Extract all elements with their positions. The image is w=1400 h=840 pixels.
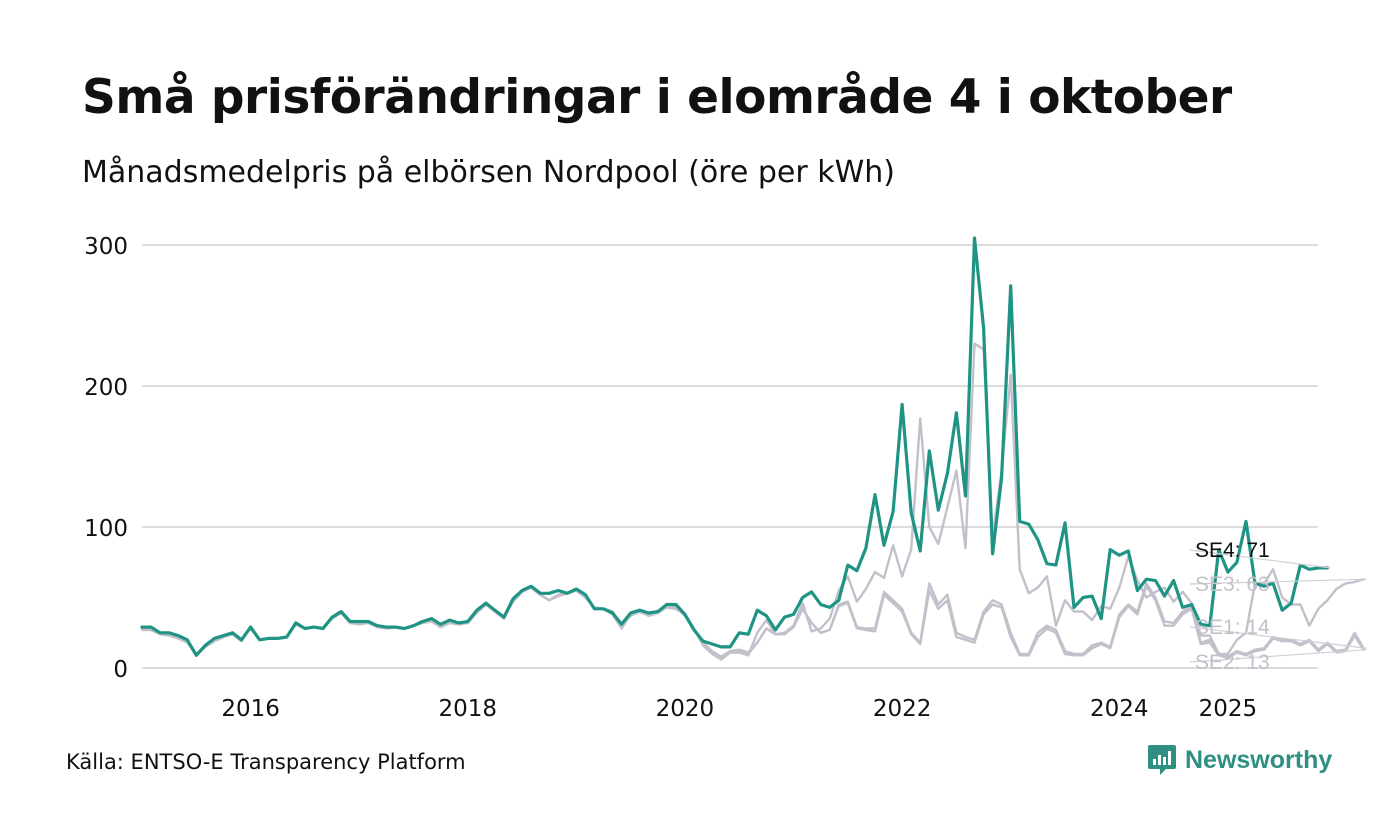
label-leader-se4 — [1189, 549, 1331, 569]
series-label-se3: SE3: 63 — [1195, 573, 1270, 596]
chart-bubble-icon — [1148, 745, 1176, 775]
series-line-se4 — [140, 236, 1330, 657]
y-axis-ticks: 0 100 200 300 — [84, 234, 128, 683]
x-axis-ticks: 2016 2018 2020 2022 2024 2025 — [221, 696, 1257, 722]
newsworthy-logo: Newsworthy — [1147, 743, 1332, 777]
y-tick-label-200: 200 — [84, 375, 128, 401]
series-end-labels: SE1: 14 SE2: 13 SE3: 63 SE4: 71 — [1189, 539, 1367, 674]
x-tick-label-2024: 2024 — [1090, 696, 1149, 722]
chart-title: Små prisförändringar i elområde 4 i okto… — [82, 70, 1232, 125]
chart-subtitle: Månadsmedelpris på elbörsen Nordpool (ör… — [82, 155, 895, 190]
y-tick-label-300: 300 — [84, 234, 128, 260]
x-tick-label-2022: 2022 — [873, 696, 932, 722]
x-tick-label-2016: 2016 — [221, 696, 280, 722]
series-label-se4: SE4: 71 — [1195, 539, 1270, 562]
x-tick-label-2020: 2020 — [656, 696, 715, 722]
y-tick-label-100: 100 — [84, 516, 128, 542]
label-leader-se3 — [1189, 578, 1367, 585]
brand-name: Newsworthy — [1185, 745, 1333, 774]
label-leader-se2 — [1189, 649, 1367, 663]
source-note: Källa: ENTSO-E Transparency Platform — [66, 750, 466, 774]
series-line-se3 — [140, 342, 1365, 661]
x-tick-label-2025: 2025 — [1199, 696, 1258, 722]
x-tick-label-2018: 2018 — [438, 696, 497, 722]
series-label-se1: SE1: 14 — [1195, 616, 1270, 639]
y-tick-label-0: 0 — [113, 657, 128, 683]
series-label-se2: SE2: 13 — [1195, 651, 1270, 674]
label-leader-se1 — [1189, 626, 1367, 649]
series-lines — [140, 236, 1365, 661]
gridlines — [142, 244, 1318, 669]
